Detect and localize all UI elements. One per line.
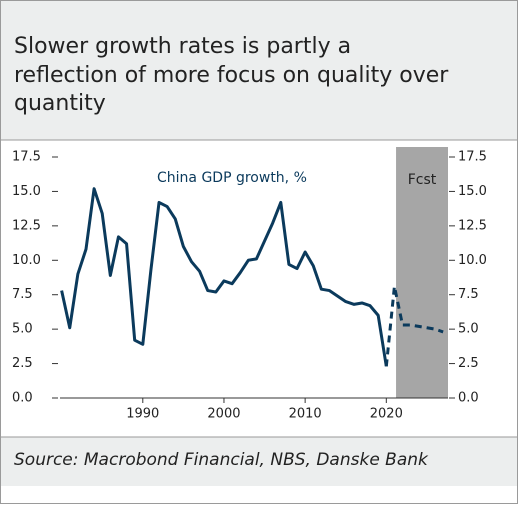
x-tick-label: 2000 bbox=[207, 407, 240, 422]
data-line bbox=[384, 284, 444, 367]
y-tick-label: 5.0 bbox=[12, 322, 33, 337]
y2-tick-label: 12.5 bbox=[458, 218, 487, 233]
annotation: China GDP growth, % bbox=[157, 170, 307, 186]
x-tick-label: 2010 bbox=[289, 407, 322, 422]
source: Source: Macrobond Financial, NBS, Danske… bbox=[14, 450, 429, 470]
y2-tick-label: 5.0 bbox=[458, 322, 479, 337]
y-tick-label: 0.0 bbox=[12, 391, 33, 406]
y2-tick-label: 2.5 bbox=[458, 356, 479, 371]
y-tick-label: 15.0 bbox=[12, 184, 41, 199]
chart-title: Slower growth rates is partly a bbox=[14, 34, 351, 59]
y-tick-label: 10.0 bbox=[12, 253, 41, 268]
y2-tick-label: 15.0 bbox=[458, 184, 487, 199]
x-tick-label: 1990 bbox=[126, 407, 159, 422]
data-line bbox=[60, 187, 388, 367]
title-band bbox=[1, 1, 517, 140]
y2-tick-label: 17.5 bbox=[458, 150, 487, 165]
y-tick-label: 7.5 bbox=[12, 287, 33, 302]
chart-title: reflection of more focus on quality over bbox=[14, 63, 449, 88]
shade-label: Fcst bbox=[408, 172, 437, 188]
y-tick-label: 17.5 bbox=[12, 150, 41, 165]
forecast-shade bbox=[396, 147, 448, 398]
y2-tick-label: 7.5 bbox=[458, 287, 479, 302]
y-tick-label: 2.5 bbox=[12, 356, 33, 371]
y2-tick-label: 10.0 bbox=[458, 253, 487, 268]
chart-title: quantity bbox=[14, 91, 106, 116]
y-tick-label: 12.5 bbox=[12, 218, 41, 233]
source-band bbox=[1, 437, 517, 486]
y2-tick-label: 0.0 bbox=[458, 391, 479, 406]
x-tick-label: 2020 bbox=[370, 407, 403, 422]
